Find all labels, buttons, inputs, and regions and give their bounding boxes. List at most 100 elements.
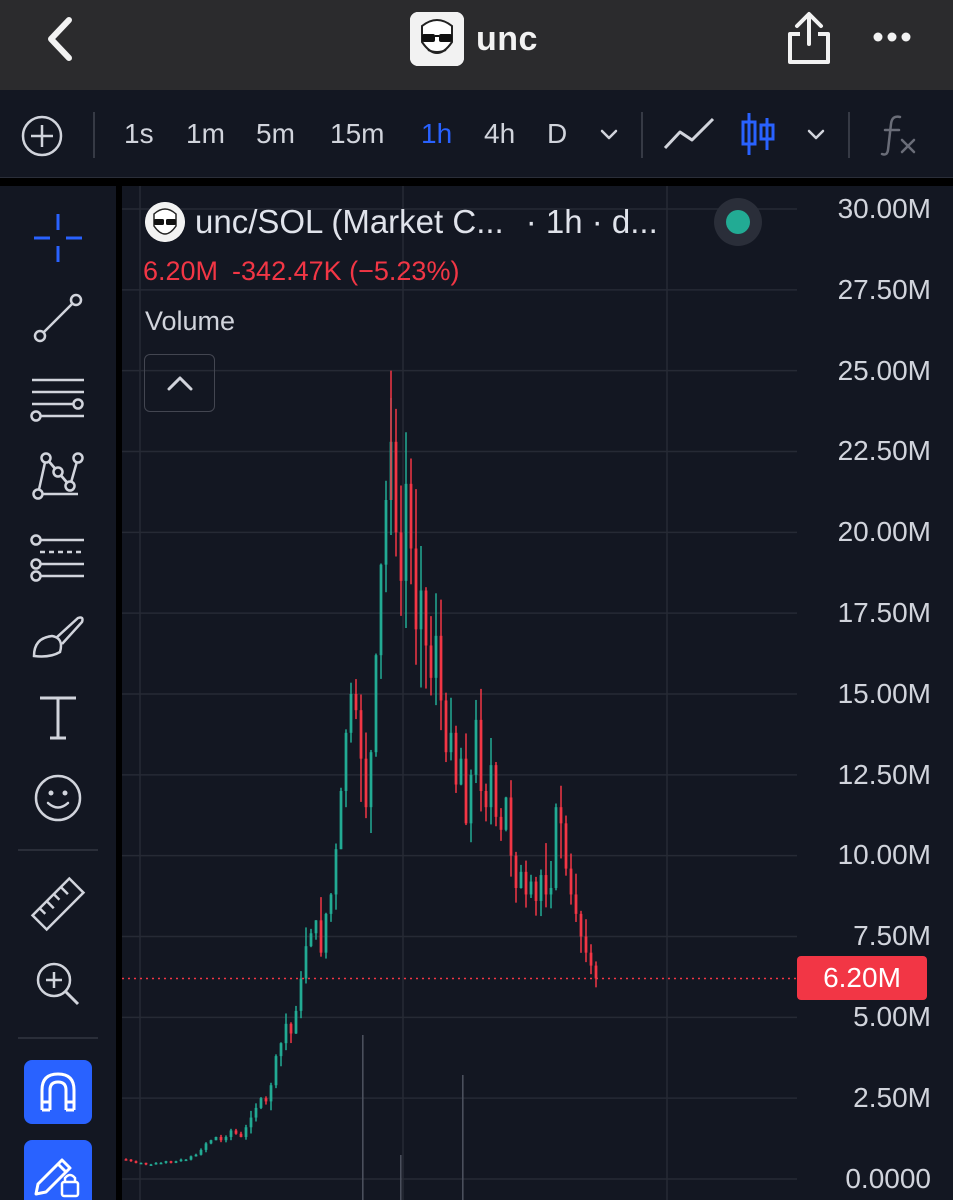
timeframe-5m[interactable]: 5m (256, 118, 295, 149)
candle-body (199, 1149, 203, 1155)
candle-body (134, 1161, 138, 1163)
timeframe-dropdown[interactable] (596, 122, 622, 148)
candle-body (469, 774, 473, 824)
trend-line-tool[interactable] (28, 288, 88, 348)
timeframe-d[interactable]: D (547, 118, 568, 149)
timeframe-1h[interactable]: 1h (421, 118, 453, 149)
indicators-button[interactable] (880, 112, 920, 156)
candle-body (294, 1010, 298, 1034)
candle-body (369, 752, 373, 808)
candle-body (534, 881, 538, 901)
app-header (0, 0, 953, 90)
text-tool[interactable] (28, 688, 88, 748)
market-status-indicator[interactable] (714, 198, 762, 246)
candle-body (304, 946, 308, 979)
candle-body (274, 1056, 278, 1086)
add-symbol-button[interactable] (20, 114, 64, 158)
magnet-toggle[interactable] (24, 1060, 92, 1124)
candle-body (259, 1098, 263, 1108)
candle-body (319, 920, 323, 953)
candle-body (144, 1162, 148, 1165)
candle-body (414, 548, 418, 630)
pattern-tool[interactable] (28, 446, 88, 506)
chart-type-dropdown[interactable] (803, 122, 829, 148)
candle-body (539, 875, 543, 901)
candle-body (334, 849, 338, 895)
candle-body (374, 655, 378, 753)
prediction-tool[interactable] (28, 528, 88, 588)
candle-body (439, 635, 443, 701)
unc-avatar-icon (410, 12, 464, 66)
candle-body (589, 952, 593, 966)
candlestick-icon (741, 113, 775, 155)
symbol-legend[interactable]: unc/SOL (Market C... · 1h · d... (145, 198, 658, 246)
candle-body (504, 797, 508, 830)
timeframe-1s[interactable]: 1s (124, 118, 154, 149)
price-axis-label: 12.50M (837, 758, 931, 790)
share-button[interactable] (786, 10, 832, 66)
candle-body (384, 500, 388, 565)
timeframe-1m[interactable]: 1m (186, 118, 225, 149)
candle-body (444, 700, 448, 753)
price-axis-label: 30.00M (837, 193, 931, 224)
candle-body (529, 881, 533, 895)
collapse-legend-button[interactable] (144, 354, 215, 412)
chart-pane[interactable] (122, 186, 953, 1200)
candle-body (584, 936, 588, 953)
sidebar-divider (18, 849, 98, 851)
fib-retracement-icon (30, 378, 84, 422)
crosshair-tool[interactable] (28, 208, 88, 268)
price-axis-label: 22.50M (837, 435, 931, 467)
candle-body (494, 765, 498, 817)
candlestick-button[interactable] (738, 110, 778, 158)
zoom-in-tool[interactable] (28, 954, 88, 1014)
candle-body (549, 888, 553, 895)
toolbar-divider (848, 112, 850, 158)
page-title: unc (476, 19, 538, 58)
trend-line-icon (33, 293, 83, 343)
candle-body (574, 894, 578, 914)
candle-body (169, 1161, 173, 1163)
fib-retracement-tool[interactable] (28, 368, 88, 428)
price-axis-label: 20.00M (837, 516, 931, 548)
candle-body (459, 758, 463, 785)
candle-body (264, 1098, 268, 1102)
price-axis-label: 2.50M (853, 1081, 931, 1113)
price-axis-label: 27.50M (837, 273, 931, 305)
candle-body (519, 871, 523, 888)
candle-body (309, 933, 313, 947)
more-button[interactable] (872, 25, 912, 49)
candlestick-chart[interactable] (122, 186, 953, 1200)
candle-body (349, 694, 353, 733)
candle-body (424, 590, 428, 646)
header-title-group[interactable]: unc (410, 12, 538, 66)
current-price-label: 6.20M (797, 956, 927, 1000)
line-chart-button[interactable] (662, 114, 716, 154)
emoji-tool[interactable] (28, 768, 88, 828)
brush-icon (32, 616, 84, 658)
candle-body (279, 1043, 283, 1057)
candle-body (174, 1161, 178, 1163)
candle-body (344, 732, 348, 791)
candle-body (204, 1143, 208, 1150)
candle-body (489, 765, 493, 808)
magnet-icon (40, 1072, 76, 1112)
candle-body (454, 732, 458, 785)
volume-bar (362, 1035, 364, 1200)
plus-circle-icon (21, 115, 63, 157)
lock-drawings-toggle[interactable] (24, 1140, 92, 1200)
ruler-tool[interactable] (28, 874, 88, 934)
fx-icon (880, 115, 916, 156)
back-button[interactable] (38, 14, 88, 64)
candle-body (579, 913, 583, 937)
brush-tool[interactable] (28, 608, 88, 668)
candle-body (284, 1023, 288, 1044)
emoji-icon (34, 774, 82, 822)
candle-body (154, 1162, 158, 1165)
candle-body (484, 791, 488, 808)
candle-body (514, 855, 518, 888)
timeframe-4h[interactable]: 4h (484, 118, 516, 149)
timeframe-15m[interactable]: 15m (330, 118, 385, 149)
candle-body (364, 758, 368, 808)
candle-body (164, 1161, 168, 1163)
